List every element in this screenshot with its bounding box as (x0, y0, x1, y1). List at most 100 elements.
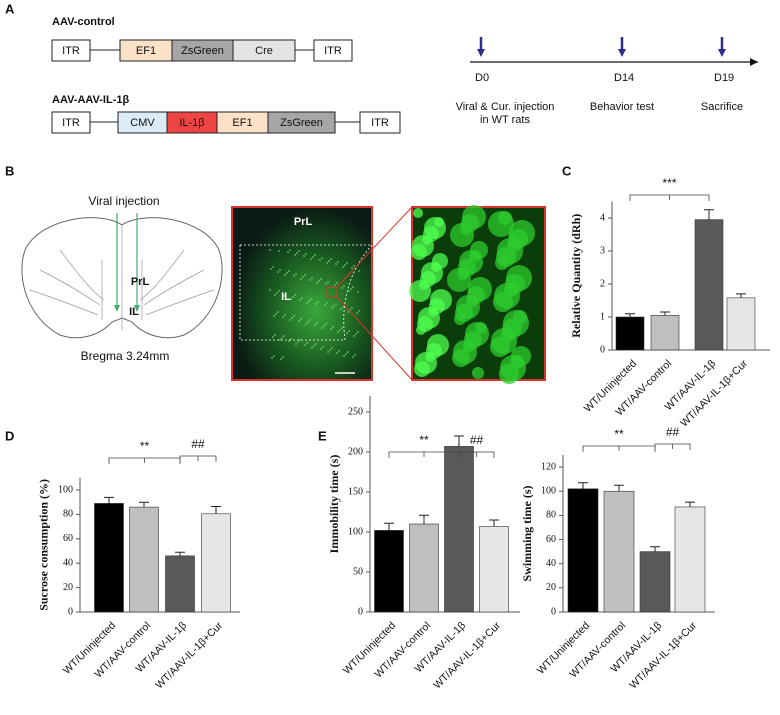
brain-structure (59, 249, 105, 301)
cell-signal (295, 273, 297, 275)
cell (462, 205, 486, 229)
cell-signal (336, 352, 338, 354)
panel-label: D (5, 428, 14, 443)
cell-signal (339, 329, 341, 331)
cell-signal (320, 278, 322, 280)
cell-signal (310, 258, 312, 260)
panel-label: A (5, 1, 15, 16)
cell-signal (351, 267, 353, 269)
y-tick-label: 3 (600, 245, 605, 256)
cell-signal (346, 332, 348, 334)
cell-signal (318, 280, 320, 282)
region-outline (239, 244, 373, 341)
element-label: EF1 (232, 117, 252, 129)
cell-signal (291, 317, 293, 319)
cell-signal (327, 351, 329, 353)
cell-signal (331, 347, 333, 349)
cell (498, 211, 512, 225)
error-bar (650, 546, 660, 552)
cell-signal (347, 351, 349, 353)
cell-signal (295, 343, 297, 345)
element-label: ITR (324, 45, 342, 57)
cell-signal (276, 292, 278, 294)
significance-label: ## (191, 437, 205, 451)
cell-signal (343, 285, 345, 287)
y-tick-label: 80 (546, 510, 556, 521)
injection-tip (134, 305, 140, 312)
y-tick-label: 100 (541, 486, 556, 497)
event-label: Viral & Cur. injection (456, 101, 555, 113)
cell-signal (348, 330, 350, 332)
cell (513, 310, 527, 324)
cell-signal (328, 260, 330, 262)
cell-signal (277, 311, 279, 313)
x-tick-label: WT/AAV-IL-1β+Cur (431, 619, 503, 691)
cell-signal (312, 256, 314, 258)
cell-signal (292, 296, 294, 298)
cell-signal (327, 281, 329, 283)
cell-signal (311, 277, 313, 279)
zoom-connector (336, 206, 413, 288)
event-label: Behavior test (590, 101, 654, 113)
y-tick-label: 60 (63, 533, 73, 544)
cell-signal (273, 315, 275, 317)
error-bar (625, 313, 635, 317)
cell-signal (348, 290, 350, 292)
cell (432, 253, 448, 269)
cell-signal (306, 342, 308, 344)
region-label: IL (281, 291, 291, 303)
cell-signal (338, 350, 340, 352)
day-label: D19 (714, 72, 734, 84)
cell-signal (311, 347, 313, 349)
y-axis-label: Swimming time (s) (520, 486, 534, 582)
error-bar (578, 482, 588, 489)
y-tick-label: 4 (600, 212, 605, 223)
cell-signal (278, 250, 280, 252)
cell-signal (326, 262, 328, 264)
significance-bracket (629, 194, 710, 201)
cell-signal (288, 340, 290, 342)
cell-signal (299, 299, 301, 301)
cell-signal (284, 274, 286, 276)
cell (475, 322, 487, 334)
cell-signal (282, 356, 284, 358)
cell-signal (315, 303, 317, 305)
cell-signal (303, 255, 305, 257)
cell-signal (307, 321, 309, 323)
cell-signal (352, 356, 354, 358)
element-label: ITR (62, 117, 80, 129)
significance-bracket (108, 457, 181, 464)
cell-signal (288, 270, 290, 272)
error-bar (419, 514, 429, 524)
y-tick-label: 40 (63, 557, 73, 568)
error-bar (175, 551, 185, 556)
y-tick-label: 60 (546, 534, 556, 545)
injection-tip (114, 305, 120, 312)
cell-signal (282, 316, 284, 318)
significance-label: ** (140, 439, 150, 453)
cell-signal (305, 253, 307, 255)
cell-signal (334, 284, 336, 286)
significance-label: ## (470, 433, 484, 447)
cell-signal (280, 358, 282, 360)
cell-signal (353, 265, 355, 267)
significance-bracket (654, 443, 691, 450)
cell-signal (351, 307, 353, 309)
construct-element (232, 39, 296, 62)
cell-signal (316, 322, 318, 324)
cell (430, 289, 452, 311)
event-label: in WT rats (480, 114, 530, 126)
cell-signal (330, 328, 332, 330)
cell-signal (270, 268, 272, 270)
bar (409, 523, 439, 613)
cell-signal (313, 345, 315, 347)
cell-signal (289, 249, 291, 251)
bar (603, 490, 635, 613)
construct-element (267, 111, 336, 134)
cell-signal (335, 263, 337, 265)
y-tick-label: 0 (551, 606, 556, 617)
cell (511, 346, 531, 366)
cell-signal (321, 327, 323, 329)
brain-structure (145, 289, 215, 316)
cell-signal (325, 283, 327, 285)
